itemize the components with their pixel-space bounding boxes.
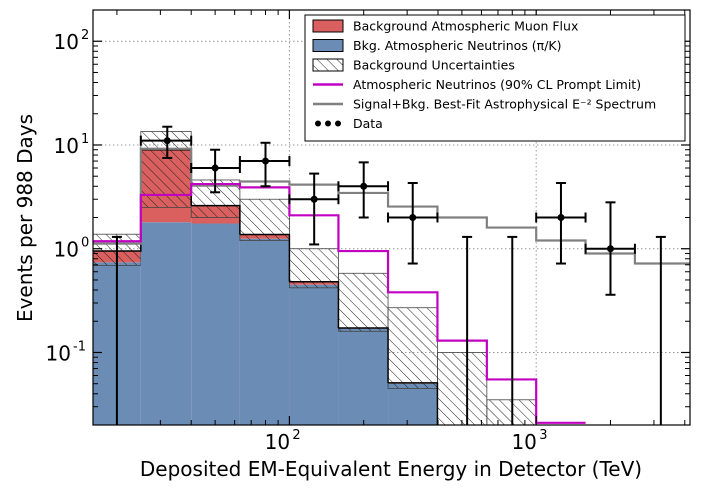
data-point xyxy=(462,235,473,425)
data-marker xyxy=(606,245,614,253)
x-tick-exponent: 2 xyxy=(292,428,300,443)
legend-label: Bkg. Atmospheric Neutrinos (π/K) xyxy=(353,38,562,53)
y-tick-label: 10 xyxy=(54,134,79,158)
data-marker xyxy=(557,214,565,221)
tick-labels: 10 2 10 310 -110 010 110 2 xyxy=(46,28,548,454)
data-point xyxy=(111,235,122,425)
data-point xyxy=(507,235,518,425)
y-tick-exponent: -1 xyxy=(73,339,86,354)
neutrino-bar xyxy=(239,238,290,425)
legend: Background Atmospheric Muon Flux Bkg. Atm… xyxy=(304,14,686,142)
neutrino-bar xyxy=(140,222,192,425)
uncertainty-band xyxy=(338,272,389,332)
data-point xyxy=(190,148,241,194)
y-tick-label: 10 xyxy=(54,30,79,54)
data-point xyxy=(387,182,439,265)
legend-data-marker xyxy=(315,120,321,127)
data-marker xyxy=(261,157,269,165)
data-marker xyxy=(163,137,171,145)
data-point xyxy=(288,172,340,246)
x-axis-title: Deposited EM-Equivalent Energy in Detect… xyxy=(140,457,642,481)
neutrino-bar xyxy=(289,284,339,425)
data-point xyxy=(238,141,291,188)
legend-label: Data xyxy=(353,116,383,131)
x-tick-label: 10 xyxy=(265,430,290,454)
legend-uncertainty-swatch xyxy=(312,58,344,72)
y-axis-title: Events per 988 Days xyxy=(13,114,37,322)
legend-label: Atmospheric Neutrinos (90% CL Prompt Lim… xyxy=(353,77,641,92)
y-tick-exponent: 0 xyxy=(81,236,89,251)
legend-label: Signal+Bkg. Best-Fit Astrophysical E⁻² S… xyxy=(353,97,656,112)
legend-data-marker xyxy=(335,120,341,127)
uncertainty-band xyxy=(239,198,290,241)
legend-label: Background Uncertainties xyxy=(353,58,515,73)
x-tick-exponent: 3 xyxy=(539,428,547,443)
best-fit-line xyxy=(93,147,690,265)
data-marker xyxy=(360,182,368,190)
y-tick-label: 10 xyxy=(54,238,79,262)
neutrino-bar xyxy=(388,383,438,425)
data-marker xyxy=(310,195,318,203)
histogram-lines xyxy=(93,147,690,425)
legend-data-marker xyxy=(325,120,331,127)
data-points xyxy=(111,125,666,425)
y-tick-exponent: 1 xyxy=(81,132,89,147)
legend-muon-swatch xyxy=(312,19,344,33)
uncertainty-band xyxy=(387,307,438,389)
axes xyxy=(92,9,691,426)
uncertainty-band xyxy=(437,352,488,425)
neutrino-bar xyxy=(191,223,240,425)
data-point xyxy=(535,182,587,265)
data-point xyxy=(655,235,666,425)
y-tick-exponent: 2 xyxy=(81,28,89,43)
legend-box xyxy=(304,14,686,142)
legend-label: Background Atmospheric Muon Flux xyxy=(353,19,578,34)
neutrino-bar xyxy=(338,328,389,425)
y-tick-label: 10 xyxy=(46,341,71,365)
data-marker xyxy=(211,164,219,172)
prompt-limit-line xyxy=(93,182,586,424)
data-point xyxy=(584,201,636,296)
legend-neutrino-swatch xyxy=(312,39,344,52)
data-point xyxy=(139,125,193,159)
x-tick-label: 10 xyxy=(511,430,536,454)
data-point xyxy=(337,161,390,219)
data-marker xyxy=(409,214,417,221)
